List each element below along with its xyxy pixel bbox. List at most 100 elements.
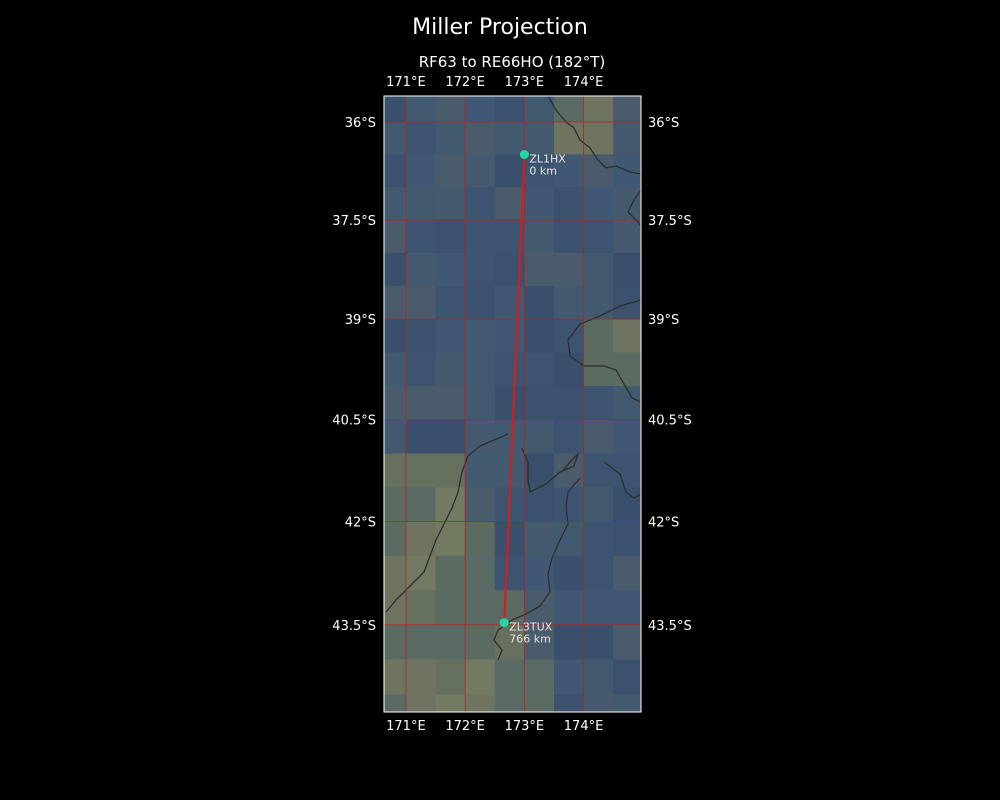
- land-tile: [435, 487, 466, 522]
- lat-tick-label-right: 37.5°S: [648, 214, 692, 229]
- sea-tile: [524, 252, 555, 287]
- lon-tick-label-top: 173°E: [505, 75, 545, 90]
- map-title: Miller Projection: [412, 15, 588, 40]
- land-tile: [435, 590, 466, 626]
- sea-tile: [524, 386, 555, 420]
- sea-tile: [435, 286, 466, 320]
- sea-tile: [583, 386, 614, 420]
- sea-tile: [405, 319, 436, 353]
- lat-tick-label-right: 43.5°S: [648, 619, 692, 634]
- sea-tile: [405, 419, 436, 454]
- sea-tile: [405, 187, 436, 221]
- land-tile: [384, 694, 407, 712]
- land-tile: [376, 730, 406, 766]
- lon-tick-label-top: 174°E: [564, 75, 604, 90]
- tick-labels: 171°E 171°E 172°E 172°E 173°E 173°E 174°E 174°E…: [332, 75, 691, 734]
- sea-tile: [554, 590, 584, 626]
- land-tile: [524, 659, 555, 695]
- sea-tile: [465, 121, 495, 155]
- sea-tile: [435, 187, 466, 221]
- sea-tile: [465, 96, 495, 123]
- sea-tile: [554, 730, 584, 766]
- sea-tile: [494, 419, 525, 454]
- lon-tick-label-bottom: 173°E: [505, 719, 545, 734]
- map-subtitle: RF63 to RE66HO (182°T): [419, 53, 606, 71]
- map-axes: [376, 95, 642, 766]
- south-island-kaikoura-coast: [493, 477, 581, 661]
- sea-tile: [384, 319, 407, 353]
- land-tile: [436, 730, 466, 766]
- lat-tick-label-right: 42°S: [648, 516, 679, 531]
- sea-tile: [583, 419, 614, 454]
- sea-tile: [384, 286, 407, 320]
- sea-tile: [583, 154, 614, 188]
- land-tile: [524, 694, 555, 712]
- relief-tiles: [376, 96, 641, 766]
- sea-tile: [465, 187, 495, 221]
- sea-tile: [613, 419, 641, 454]
- lon-tick-label-top: 172°E: [445, 75, 485, 90]
- sea-tile: [524, 487, 555, 522]
- sea-tile: [435, 319, 466, 353]
- land-tile: [465, 694, 495, 712]
- land-tile: [613, 319, 641, 353]
- sea-tile: [613, 286, 641, 320]
- land-tile: [465, 730, 495, 766]
- south-island-coast: [385, 433, 509, 613]
- land-tile: [406, 730, 436, 766]
- station-marker: [519, 149, 529, 159]
- land-tile: [583, 352, 614, 387]
- land-tile: [384, 590, 407, 626]
- land-tile: [384, 487, 407, 522]
- marlborough-sounds: [603, 461, 641, 499]
- lon-tick-label-bottom: 171°E: [386, 719, 426, 734]
- sea-tile: [583, 286, 614, 320]
- station-distance: 0 km: [529, 164, 557, 177]
- land-tile: [465, 521, 495, 557]
- sea-tile: [384, 252, 407, 287]
- sea-tile: [583, 487, 614, 522]
- sea-tile: [384, 154, 407, 188]
- sea-tile: [465, 487, 495, 522]
- land-tile: [384, 624, 407, 660]
- sea-tile: [613, 624, 641, 660]
- land-tile: [435, 453, 466, 488]
- sea-tile: [554, 659, 584, 695]
- sea-tile: [384, 121, 407, 155]
- land-tile: [583, 96, 614, 123]
- sea-tile: [613, 220, 641, 254]
- land-tile: [583, 121, 614, 155]
- sea-tile: [613, 590, 641, 626]
- land-tile: [435, 555, 466, 591]
- sea-tile: [465, 252, 495, 287]
- sea-tile: [494, 352, 525, 387]
- sea-tile: [405, 121, 436, 155]
- land-tile: [494, 659, 525, 695]
- sea-tile: [384, 352, 407, 387]
- lat-tick-label-left: 39°S: [345, 313, 376, 328]
- sea-tile: [613, 659, 641, 695]
- sea-tile: [405, 220, 436, 254]
- map-frame: [383, 95, 642, 713]
- sea-tile: [494, 521, 525, 557]
- land-tile: [435, 521, 466, 557]
- sea-tile: [554, 624, 584, 660]
- land-tile: [583, 319, 614, 353]
- sea-tile: [524, 121, 555, 155]
- station-callsign: ZL3TUX: [509, 621, 552, 634]
- sea-tile: [583, 220, 614, 254]
- sea-tile: [583, 252, 614, 287]
- sea-tile: [405, 386, 436, 420]
- sea-tile: [465, 352, 495, 387]
- sea-tile: [435, 96, 466, 123]
- land-tile: [384, 521, 407, 557]
- land-tile: [465, 624, 495, 660]
- lat-tick-label-left: 40.5°S: [332, 414, 376, 429]
- sea-tile: [384, 386, 407, 420]
- sea-tile: [584, 730, 614, 766]
- sea-tile: [554, 521, 584, 557]
- land-tile: [524, 730, 554, 766]
- sea-tile: [384, 419, 407, 454]
- lon-tick-label-top: 171°E: [386, 75, 426, 90]
